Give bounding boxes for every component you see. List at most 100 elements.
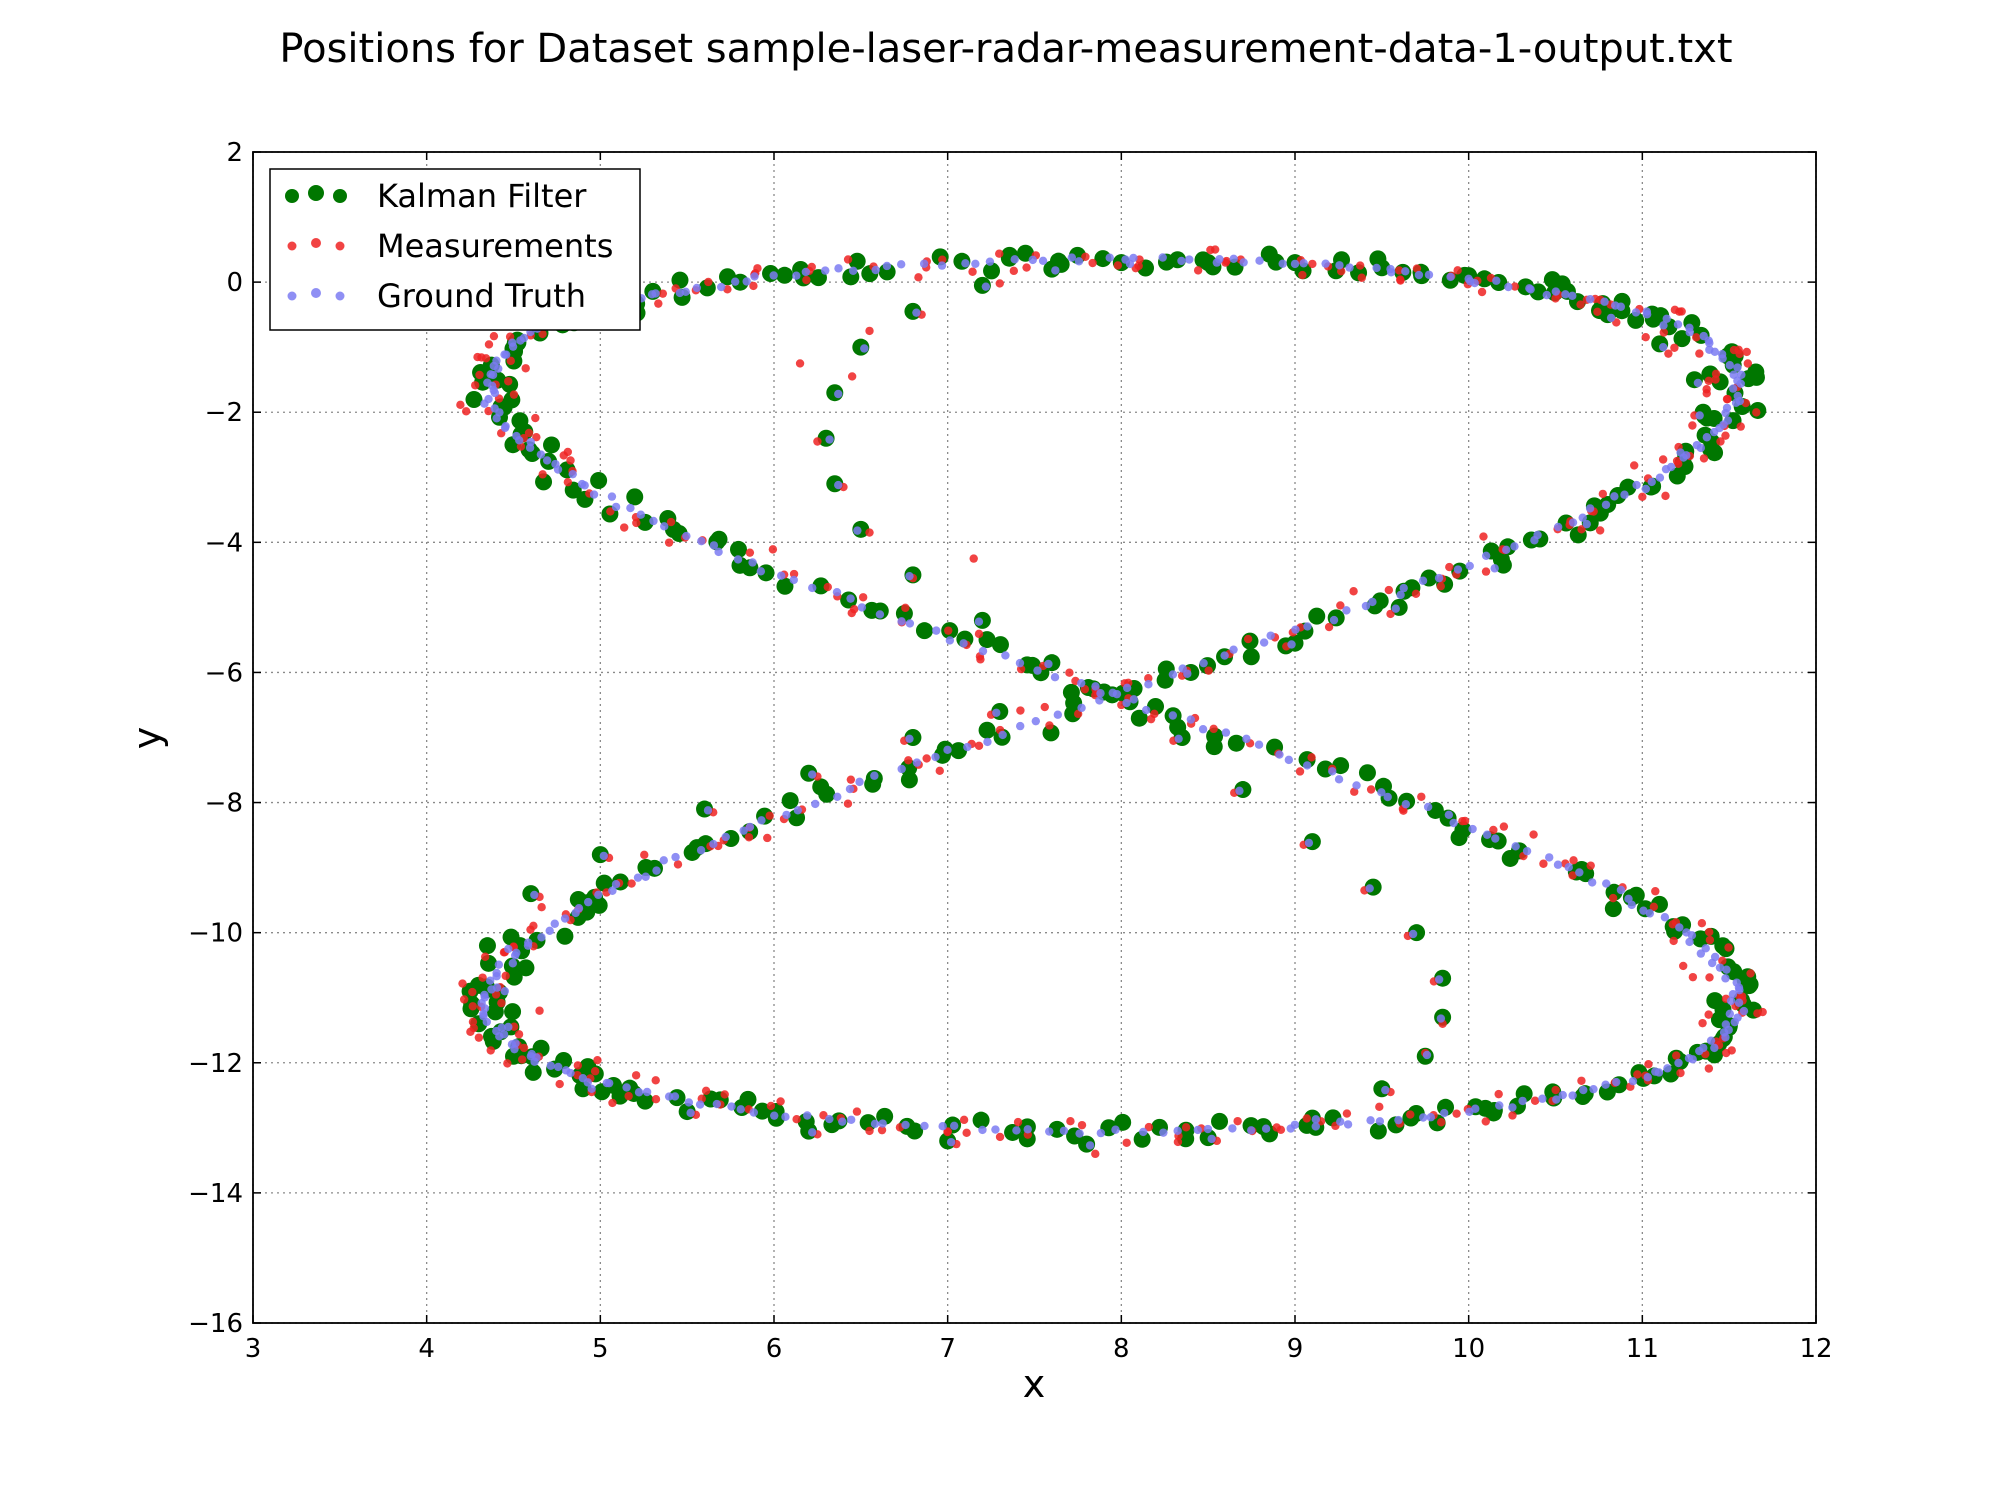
trajectory-point: [1246, 1126, 1256, 1135]
trajectory-point: [1423, 802, 1433, 812]
legend-box: [269, 168, 641, 331]
trajectory-point: [1446, 272, 1455, 282]
data-point: [1125, 259, 1135, 269]
trajectory-point: [516, 336, 525, 345]
trajectory-point: [915, 622, 933, 640]
data-point: [1044, 659, 1053, 669]
chart-title: Positions for Dataset sample-laser-radar…: [279, 26, 1732, 72]
trajectory-point: [1077, 678, 1086, 688]
trajectory-point: [766, 1101, 776, 1111]
data-point: [974, 617, 984, 626]
legend-markers: [285, 185, 347, 301]
trajectory-point: [1655, 473, 1665, 482]
trajectory-point: [1552, 1095, 1561, 1104]
trajectory-point: [1159, 1128, 1168, 1137]
trajectory-point: [922, 754, 931, 763]
trajectory-point: [1016, 706, 1025, 715]
trajectory-point: [1589, 1084, 1598, 1094]
trajectory-point: [492, 968, 501, 978]
trajectory-point: [682, 531, 691, 541]
trajectory-point: [932, 626, 941, 635]
trajectory-point: [1628, 1076, 1638, 1086]
data-point: [1716, 437, 1725, 446]
trajectory-point: [729, 540, 747, 558]
trajectory-point: [1045, 721, 1054, 730]
trajectory-point: [1074, 257, 1084, 266]
trajectory-point: [727, 1102, 736, 1111]
trajectory-point: [1229, 254, 1238, 264]
data-point: [478, 937, 496, 955]
trajectory-point: [1284, 755, 1294, 765]
data-point: [530, 890, 539, 900]
trajectory-point: [563, 477, 573, 487]
trajectory-point: [611, 502, 621, 512]
y-tick-label: 2: [226, 138, 243, 168]
trajectory-point: [611, 879, 621, 889]
trajectory-point: [870, 771, 879, 780]
trajectory-point: [1275, 750, 1284, 759]
trajectory-point: [1357, 273, 1366, 282]
trajectory-point: [807, 262, 816, 272]
trajectory-point: [1477, 287, 1487, 297]
trajectory-point: [642, 1087, 652, 1097]
trajectory-point: [1551, 1085, 1560, 1095]
trajectory-point: [789, 569, 799, 579]
data-point: [1085, 1141, 1095, 1150]
trajectory-point: [857, 603, 867, 612]
trajectory-point: [1210, 245, 1220, 254]
trajectory-point: [1705, 1046, 1723, 1064]
data-point: [1672, 456, 1682, 466]
trajectory-point: [1307, 753, 1316, 762]
trajectory-point: [501, 350, 511, 359]
data-point: [808, 770, 817, 779]
trajectory-point: [1577, 1076, 1586, 1085]
legend-marker: [287, 291, 297, 301]
trajectory-point: [568, 469, 577, 479]
trajectory-point: [503, 1059, 512, 1068]
trajectory-point: [1303, 761, 1312, 770]
trajectory-point: [1444, 810, 1454, 819]
trajectory-point: [1735, 985, 1744, 995]
trajectory-point: [508, 342, 518, 351]
data-point: [1199, 254, 1217, 272]
trajectory-point: [736, 1105, 745, 1114]
trajectory-point: [1453, 266, 1462, 275]
trajectory-point: [1692, 440, 1702, 450]
trajectory-point: [1436, 1118, 1446, 1127]
trajectory-point: [1449, 818, 1458, 828]
trajectory-point: [1229, 645, 1238, 654]
trajectory-point: [1604, 900, 1622, 918]
trajectory-point: [1211, 1112, 1229, 1130]
data-point: [599, 851, 609, 861]
trajectory-point: [943, 1127, 952, 1136]
trajectory-point: [701, 1086, 711, 1095]
trajectory-point: [1733, 363, 1742, 372]
trajectory-point: [1666, 462, 1676, 472]
trajectory-point: [1450, 829, 1468, 847]
trajectory-point: [968, 267, 977, 276]
y-axis-label: y: [125, 727, 169, 750]
trajectory-point: [654, 299, 663, 308]
trajectory-point: [1355, 261, 1365, 270]
trajectory-point: [1481, 1117, 1490, 1126]
trajectory-point: [1697, 918, 1707, 928]
trajectory-point: [1706, 1036, 1716, 1045]
data-point: [969, 554, 978, 563]
data-point: [1212, 258, 1222, 267]
trajectory-point: [458, 979, 467, 988]
trajectory-point: [1489, 825, 1498, 835]
trajectory-point: [858, 593, 868, 602]
data-point: [1542, 290, 1552, 300]
data-point: [995, 279, 1004, 288]
trajectory-point: [1088, 258, 1097, 268]
trajectory-point: [489, 331, 499, 341]
trajectory-point: [1130, 709, 1148, 727]
trajectory-point: [504, 377, 513, 386]
trajectory-point: [983, 737, 992, 747]
trajectory-point: [1158, 253, 1167, 262]
trajectory-point: [515, 436, 524, 445]
trajectory-point: [897, 764, 906, 774]
trajectory-point: [1611, 301, 1620, 310]
trajectory-point: [1728, 384, 1738, 393]
trajectory-point: [721, 832, 730, 842]
